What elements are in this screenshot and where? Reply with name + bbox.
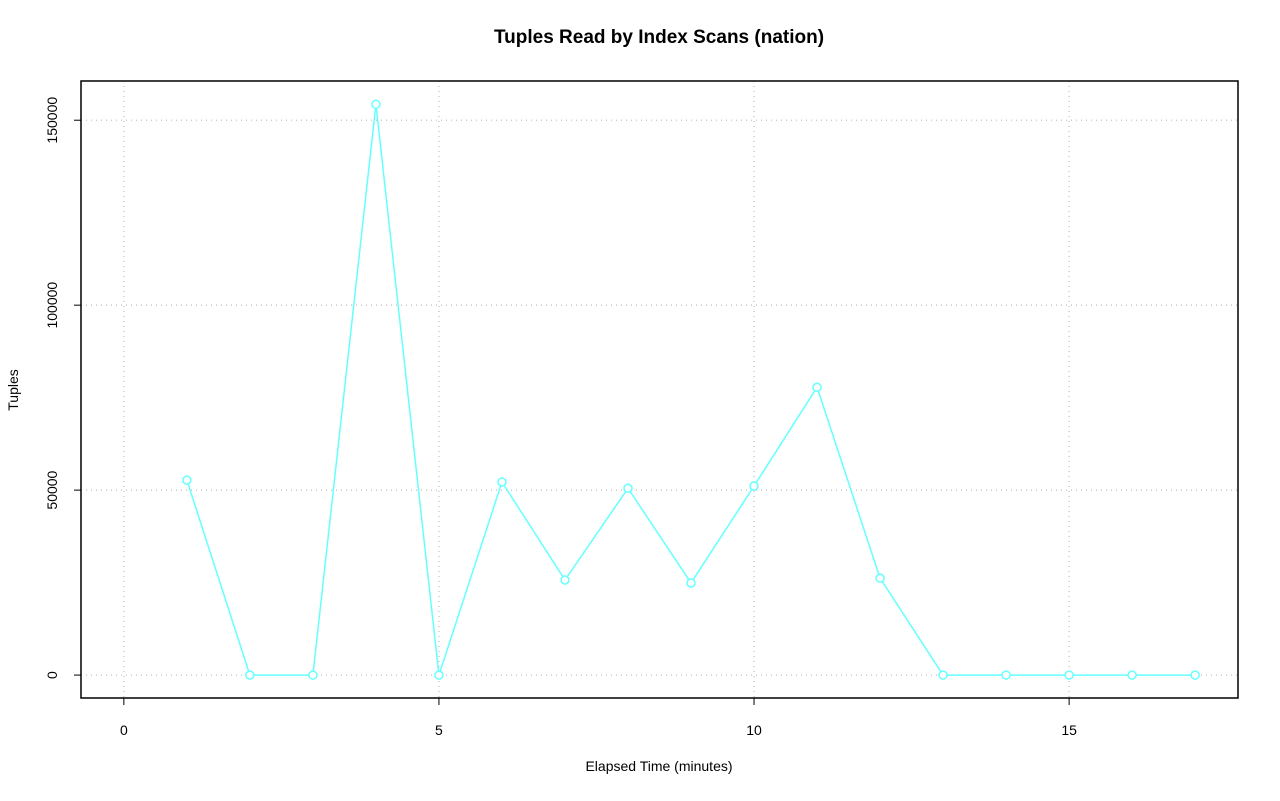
- y-tick-label: 150000: [44, 97, 60, 144]
- chart-title: Tuples Read by Index Scans (nation): [494, 27, 824, 48]
- point: [938, 670, 948, 680]
- point: [875, 573, 885, 583]
- point: [245, 670, 255, 680]
- point: [1127, 670, 1137, 680]
- point: [812, 382, 822, 393]
- point: [1064, 670, 1074, 680]
- x-tick-label: 10: [746, 722, 762, 738]
- series-line: [186, 104, 1196, 676]
- y-axis-label: Tuples: [5, 369, 21, 411]
- point: [1001, 670, 1011, 680]
- y-tick-label: 100000: [44, 282, 60, 329]
- point: [434, 670, 444, 680]
- point: [497, 477, 507, 487]
- y-tick-label: 50000: [44, 470, 60, 509]
- x-tick-label: 5: [435, 722, 443, 738]
- x-tick-label: 0: [120, 722, 128, 738]
- y-tick-label: 0: [44, 671, 60, 679]
- point: [623, 483, 633, 494]
- x-tick-label: 15: [1061, 722, 1077, 738]
- plot-frame: [80, 80, 1239, 699]
- x-axis-label: Elapsed Time (minutes): [585, 758, 732, 774]
- point: [686, 578, 696, 588]
- point: [560, 575, 570, 585]
- point: [749, 481, 759, 491]
- point: [371, 99, 381, 110]
- point: [308, 670, 318, 680]
- point: [182, 475, 192, 485]
- point: [1190, 670, 1200, 680]
